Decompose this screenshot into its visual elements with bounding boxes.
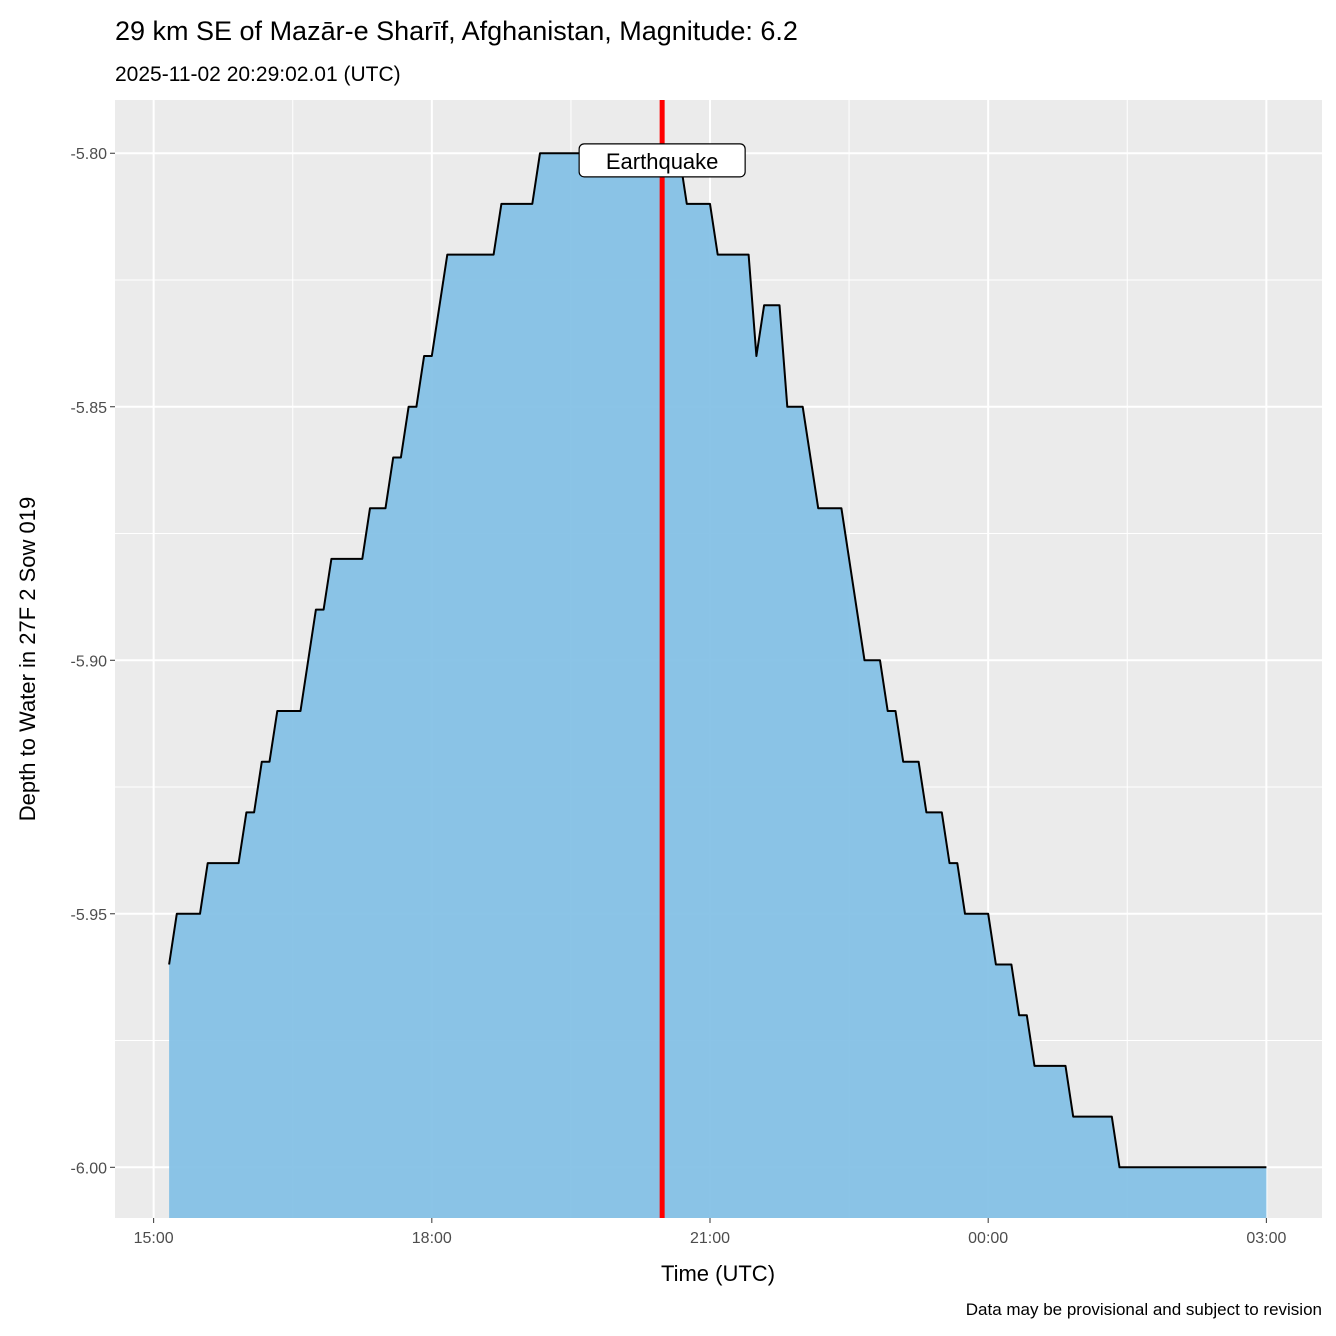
x-axis: 15:00 18:00 21:00 00:00 03:00 [134, 1218, 1286, 1247]
area-fill [169, 153, 1267, 1219]
earthquake-label: Earthquake [606, 149, 719, 174]
x-tick-label: 03:00 [1246, 1230, 1286, 1247]
x-tick-label: 15:00 [134, 1230, 174, 1247]
x-tick-label: 18:00 [412, 1230, 452, 1247]
caption: Data may be provisional and subject to r… [966, 1300, 1322, 1319]
x-axis-label: Time (UTC) [661, 1261, 775, 1286]
chart-subtitle: 2025-11-02 20:29:02.01 (UTC) [115, 63, 401, 86]
y-tick-label: -5.85 [71, 400, 108, 417]
earthquake-label-box [578, 143, 746, 178]
y-tick-label: -5.80 [71, 146, 108, 163]
y-tick-label: -6.00 [71, 1160, 108, 1177]
x-tick-label: 21:00 [690, 1230, 730, 1247]
y-tick-label: -5.95 [71, 907, 108, 924]
marks: Earthquake [168, 100, 1267, 1219]
x-tick-label: 00:00 [968, 1230, 1008, 1247]
chart-title: 29 km SE of Mazār-e Sharīf, Afghanistan,… [115, 16, 798, 46]
y-tick-label: -5.90 [71, 653, 108, 670]
y-axis: -5.80 -5.85 -5.90 -5.95 -6.00 [71, 146, 115, 1177]
depth-line [168, 152, 1267, 1169]
y-axis-label: Depth to Water in 27F 2 Sow 019 [15, 497, 40, 821]
